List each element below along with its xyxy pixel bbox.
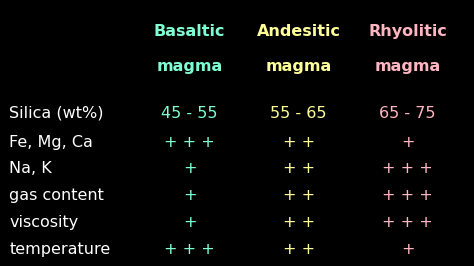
Text: Fe, Mg, Ca: Fe, Mg, Ca (9, 135, 93, 150)
Text: Andesitic: Andesitic (256, 24, 341, 39)
Text: +: + (401, 135, 414, 150)
Text: + + +: + + + (164, 135, 215, 150)
Text: + +: + + (283, 161, 315, 176)
Text: + + +: + + + (382, 215, 433, 230)
Text: Rhyolitic: Rhyolitic (368, 24, 447, 39)
Text: + +: + + (283, 188, 315, 203)
Text: magma: magma (156, 59, 223, 74)
Text: +: + (183, 161, 196, 176)
Text: +: + (183, 188, 196, 203)
Text: + +: + + (283, 215, 315, 230)
Text: 65 - 75: 65 - 75 (379, 106, 436, 120)
Text: Silica (wt%): Silica (wt%) (9, 106, 104, 120)
Text: 55 - 65: 55 - 65 (270, 106, 327, 120)
Text: + + +: + + + (164, 242, 215, 257)
Text: + +: + + (283, 135, 315, 150)
Text: gas content: gas content (9, 188, 104, 203)
Text: + +: + + (283, 242, 315, 257)
Text: 45 - 55: 45 - 55 (161, 106, 218, 120)
Text: temperature: temperature (9, 242, 111, 257)
Text: viscosity: viscosity (9, 215, 79, 230)
Text: +: + (401, 242, 414, 257)
Text: + + +: + + + (382, 161, 433, 176)
Text: + + +: + + + (382, 188, 433, 203)
Text: Na, K: Na, K (9, 161, 52, 176)
Text: Basaltic: Basaltic (154, 24, 225, 39)
Text: magma: magma (374, 59, 441, 74)
Text: +: + (183, 215, 196, 230)
Text: magma: magma (265, 59, 332, 74)
